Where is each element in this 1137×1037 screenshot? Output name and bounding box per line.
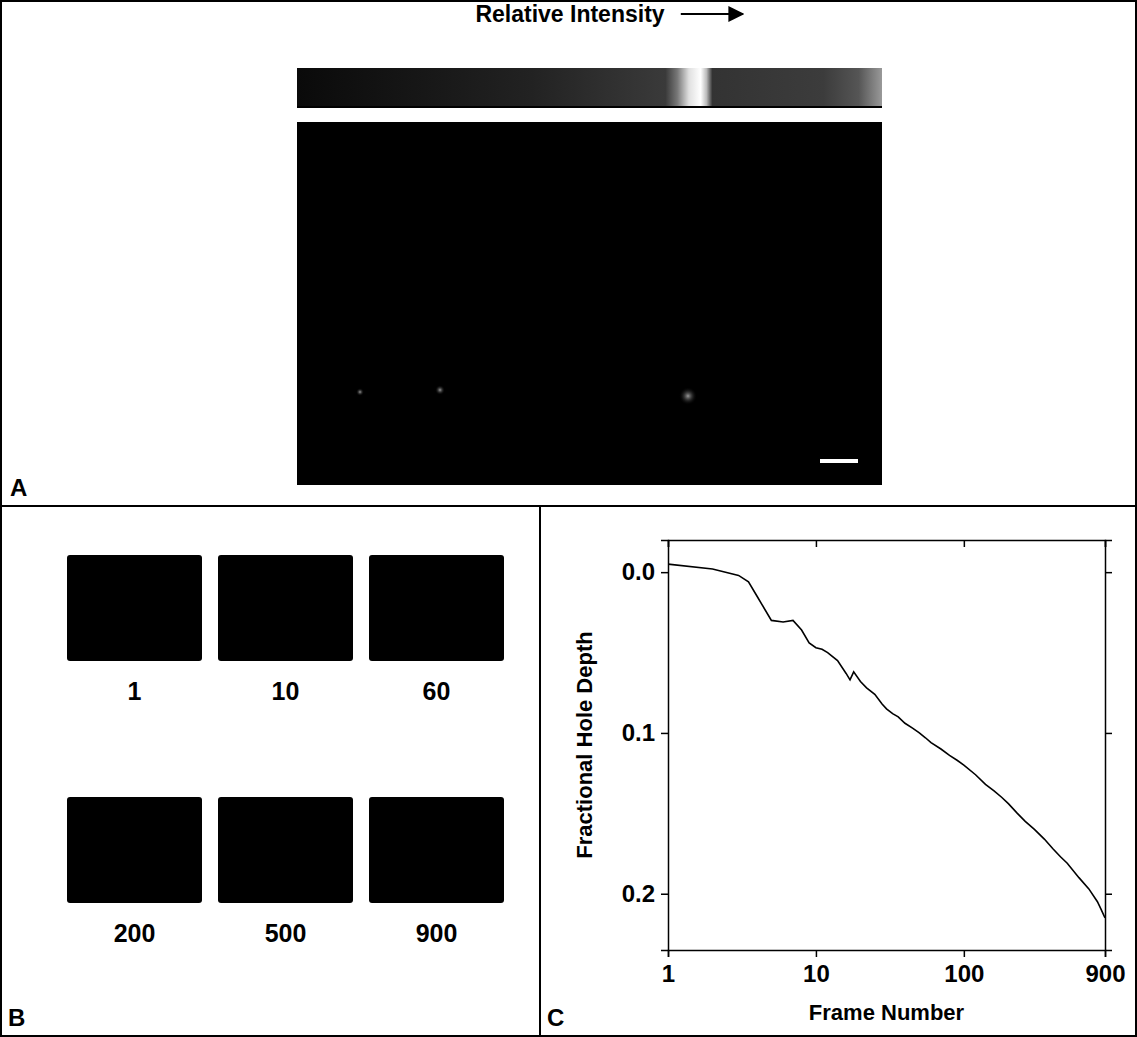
panel-b: 1 10 60 200 500 900 B xyxy=(8,555,504,1031)
frame-number: 60 xyxy=(423,677,451,705)
colorbar-label: Relative Intensity xyxy=(475,1,664,27)
tick-mark xyxy=(816,540,818,547)
panel-c: 1 10 100 900 0.0 0.1 0.2 Frame Number Fractional… xyxy=(547,540,1126,1031)
tick-mark xyxy=(1105,572,1112,574)
frame-image xyxy=(218,555,353,661)
data-line xyxy=(668,564,1105,918)
x-axis: 1 10 100 900 xyxy=(662,950,1126,987)
frame-image xyxy=(67,555,202,661)
x-axis-title: Frame Number xyxy=(809,1000,965,1025)
tick: 100 xyxy=(944,950,984,987)
tick: 1 xyxy=(662,950,675,987)
image xyxy=(297,122,882,485)
figure-border xyxy=(1,1,1136,1036)
tick-mark xyxy=(964,950,966,957)
frame-number: 200 xyxy=(114,919,156,947)
tick: 0.1 xyxy=(622,719,668,746)
frame-image xyxy=(369,797,504,903)
tick xyxy=(816,540,817,547)
image-spot xyxy=(435,385,445,395)
scale-bar xyxy=(820,459,858,463)
tick-label: 100 xyxy=(944,960,984,987)
panel-label: B xyxy=(8,1004,25,1031)
tick-label: 900 xyxy=(1085,960,1125,987)
frame-image xyxy=(218,797,353,903)
plot-area xyxy=(668,564,1105,918)
tick xyxy=(1105,572,1112,573)
panel-divider xyxy=(1,505,1136,507)
tick-mark xyxy=(661,572,668,574)
y-axis-title: Fractional Hole Depth xyxy=(572,631,597,858)
tick: 0.0 xyxy=(622,558,668,585)
frame-number: 500 xyxy=(265,919,307,947)
tick-mark xyxy=(816,950,818,957)
colorbar xyxy=(297,68,882,106)
axis-line xyxy=(669,951,1106,958)
tick: 900 xyxy=(1085,950,1125,987)
axis-line xyxy=(1106,541,1113,951)
panel-a: Relative Intensity A xyxy=(10,1,882,501)
image-spot xyxy=(356,388,364,396)
y-axis: 0.0 0.1 0.2 xyxy=(622,541,669,951)
tick-mark xyxy=(661,733,668,735)
panel-label: C xyxy=(547,1004,564,1031)
tick-label: 0.0 xyxy=(622,558,655,585)
frame-image xyxy=(369,555,504,661)
tick-mark xyxy=(964,540,966,547)
frame-number: 900 xyxy=(416,919,458,947)
tick-label: 0.2 xyxy=(622,880,655,907)
image-spot xyxy=(679,387,697,405)
x-axis-top xyxy=(669,540,1106,547)
figure: Relative Intensity A 1 10 60 200 500 900 B 1 10 100… xyxy=(0,0,1137,1037)
tick-label: 10 xyxy=(803,960,830,987)
frame-number: 1 xyxy=(128,677,142,705)
axis-line xyxy=(669,541,1106,548)
tick: 0.2 xyxy=(622,880,668,907)
tick-mark xyxy=(661,893,668,895)
tick: 10 xyxy=(803,950,830,987)
tick-label: 0.1 xyxy=(622,719,655,746)
panel-divider xyxy=(539,506,541,1036)
y-axis-right xyxy=(1105,541,1112,951)
tick-mark xyxy=(1105,733,1112,735)
frame-image xyxy=(67,797,202,903)
tick-mark xyxy=(1105,893,1112,895)
tick xyxy=(964,540,965,547)
panel-label: A xyxy=(10,474,27,501)
tick xyxy=(1105,733,1112,734)
tick-label: 1 xyxy=(662,960,675,987)
frame-number: 10 xyxy=(272,677,300,705)
axis-line xyxy=(661,541,669,951)
colorbar-baseline xyxy=(297,106,882,108)
arrow xyxy=(681,13,743,15)
tick xyxy=(1105,894,1112,895)
